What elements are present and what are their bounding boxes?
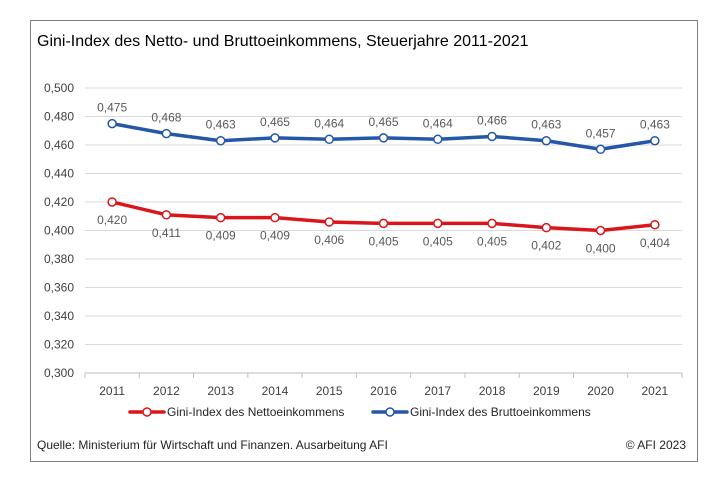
data-point (324, 134, 334, 145)
data-label: 0,463 (531, 118, 561, 132)
y-tick-label: 0,380 (44, 252, 74, 266)
y-tick-label: 0,420 (44, 195, 74, 209)
x-tick-label: 2020 (587, 384, 614, 398)
data-point (487, 218, 497, 229)
data-point (541, 222, 552, 233)
data-point (595, 144, 606, 155)
y-tick-label: 0,320 (44, 338, 74, 352)
y-tick-label: 0,360 (44, 281, 74, 295)
data-label: 0,464 (314, 116, 344, 130)
copyright-note: © AFI 2023 (625, 438, 686, 452)
data-point (270, 133, 280, 143)
y-tick-label: 0,480 (44, 110, 74, 124)
data-label: 0,409 (206, 229, 236, 243)
y-tick-label: 0,300 (44, 366, 74, 380)
data-label: 0,405 (368, 234, 398, 248)
data-label: 0,405 (423, 234, 453, 248)
x-tick-label: 2012 (153, 384, 180, 398)
data-point (215, 135, 226, 146)
series-group: 0,420 0,411 0,409 0,409 0,406 0,405 0,405 0,405… (97, 101, 670, 256)
source-note: Quelle: Ministerium für Wirtschaft und F… (37, 438, 388, 452)
data-point (595, 225, 606, 236)
y-tick-label: 0,500 (44, 81, 74, 95)
legend-label: Gini-Index des Bruttoeinkommens (410, 405, 591, 419)
data-label: 0,420 (97, 213, 127, 227)
data-point (215, 212, 226, 223)
data-point (161, 128, 172, 139)
data-label: 0,463 (206, 118, 236, 132)
legend-marker (142, 407, 152, 417)
data-point (433, 218, 443, 229)
data-point (378, 218, 389, 229)
chart-frame (30, 20, 698, 462)
data-point (433, 134, 443, 145)
data-point (107, 197, 117, 207)
x-tick-label: 2015 (316, 384, 343, 398)
data-label: 0,463 (640, 118, 670, 132)
y-axis-ticks: 0,300 0,320 0,340 0,360 0,380 0,400 0,420 0,440… (44, 81, 74, 380)
x-tick-label: 2011 (99, 384, 125, 398)
y-tick-label: 0,460 (44, 138, 74, 152)
data-label: 0,466 (477, 113, 507, 127)
data-label: 0,409 (260, 229, 290, 243)
data-label: 0,411 (152, 226, 181, 240)
data-point (650, 135, 660, 146)
legend-marker (385, 407, 395, 417)
x-tick-label: 2019 (533, 384, 560, 398)
y-tick-label: 0,400 (44, 224, 74, 238)
data-label: 0,402 (531, 239, 561, 253)
data-label: 0,400 (586, 242, 616, 256)
y-tick-label: 0,440 (44, 167, 74, 181)
legend-label: Gini-Index des Nettoeinkommens (167, 405, 344, 419)
legend: Gini-Index des Nettoeinkommens Gini-Index… (128, 405, 591, 419)
data-label: 0,405 (477, 234, 507, 248)
y-tick-label: 0,340 (44, 309, 74, 323)
x-tick-label: 2014 (262, 384, 289, 398)
data-label: 0,464 (423, 116, 453, 130)
x-tick-label: 2016 (370, 384, 397, 398)
data-point (161, 210, 172, 220)
data-label: 0,465 (260, 115, 290, 129)
data-label: 0,406 (314, 233, 344, 247)
data-label: 0,404 (640, 236, 670, 250)
chart-title: Gini-Index des Netto- und Bruttoeinkomme… (37, 33, 529, 50)
data-label: 0,465 (368, 115, 398, 129)
x-tick-label: 2017 (424, 384, 451, 398)
data-point (541, 135, 552, 146)
data-label: 0,475 (97, 101, 127, 115)
gridlines (85, 87, 682, 374)
data-point (324, 217, 334, 227)
data-label: 0,468 (151, 111, 181, 125)
data-label: 0,457 (586, 126, 616, 140)
x-tick-label: 2013 (207, 384, 234, 398)
data-point (270, 212, 280, 223)
x-tick-label: 2021 (642, 384, 669, 398)
data-point (487, 131, 497, 142)
x-axis: 2011 2012 2013 2014 2015 2016 2017 2018 2019 2020… (84, 373, 683, 398)
data-point (378, 133, 389, 143)
data-point (650, 220, 660, 230)
x-tick-label: 2018 (479, 384, 506, 398)
data-point (107, 118, 117, 129)
